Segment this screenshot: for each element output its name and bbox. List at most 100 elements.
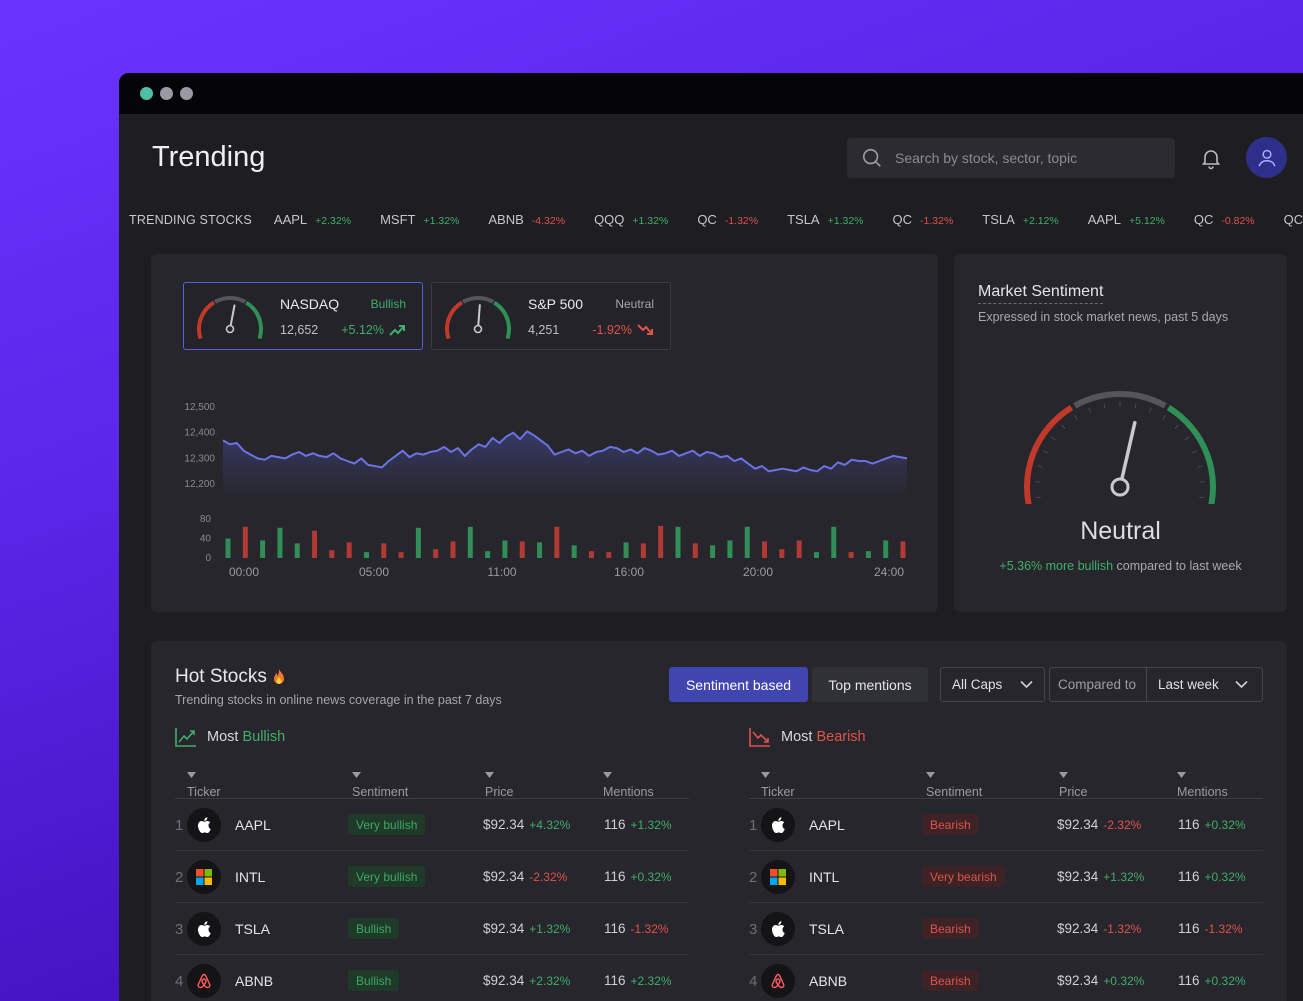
ticker-symbol: TSLA	[787, 212, 820, 227]
table-row[interactable]: 3 TSLA Bullish $92.34 +1.32% 116 -1.32%	[175, 903, 689, 955]
ticker-item[interactable]: TSLA +2.12%	[982, 212, 1058, 227]
price-volume-chart[interactable]: 12,500 12,400 12,300 12,200 80 40 0 00:00 05:00 1…	[151, 254, 938, 612]
ticker-symbol: ABNB	[488, 212, 524, 227]
col-mentions-label: Mentions	[603, 785, 654, 799]
volume-bar	[450, 541, 456, 558]
volume-bar	[312, 530, 318, 558]
gauge-segment	[197, 300, 215, 339]
trend-down-chart-icon	[749, 728, 770, 747]
col-sentiment-label: Sentiment	[352, 785, 409, 799]
gauge-tick	[1037, 465, 1043, 468]
ticker-item[interactable]: AAPL +2.32%	[274, 212, 351, 227]
ticker-item[interactable]: AAPL +5.12%	[1088, 212, 1165, 227]
trend-down-icon	[637, 324, 653, 335]
table-row[interactable]: 3 TSLA Bearish $92.34 -1.32% 116 -1.32%	[749, 903, 1263, 955]
volume-bar	[675, 526, 681, 558]
volume-bar	[883, 540, 889, 558]
compared-to-value: Last week	[1158, 677, 1219, 692]
most-bullish-header: Most Bullish	[175, 725, 689, 749]
x-tick-label: 24:00	[874, 565, 904, 579]
gauge-needle	[1118, 420, 1137, 489]
trending-ticker-strip: TRENDING STOCKS AAPL +2.32% MSFT +1.32% ABNB…	[129, 212, 1303, 228]
index-card-nasdaq[interactable]: NASDAQ Bullish 12,652 +5.12%	[183, 282, 423, 350]
ticker-item[interactable]: QC -1.32%	[697, 212, 758, 227]
col-sentiment[interactable]: Sentiment	[926, 772, 982, 799]
bearish-label: Bearish	[816, 729, 866, 745]
sentiment-based-button[interactable]: Sentiment based	[669, 667, 808, 702]
price-value: $92.34	[1057, 921, 1099, 936]
col-mentions[interactable]: Mentions	[603, 772, 654, 799]
col-price[interactable]: Price	[485, 772, 513, 799]
ticker-change: -0.82%	[1221, 215, 1255, 227]
search-box[interactable]	[847, 138, 1175, 178]
col-mentions[interactable]: Mentions	[1177, 772, 1228, 799]
ticker-change: +1.32%	[423, 215, 460, 227]
row-rank: 3	[749, 921, 758, 938]
chevron-down-icon	[1020, 680, 1033, 689]
ticker-item[interactable]: TSLA +1.32%	[787, 212, 863, 227]
table-row[interactable]: 4 ABNB Bearish $92.34 +0.32% 116 +0.32%	[749, 955, 1263, 1001]
company-logo	[761, 964, 795, 998]
avatar[interactable]	[1246, 137, 1287, 178]
volume-bar	[692, 543, 698, 558]
search-icon	[862, 148, 881, 167]
ticker-symbol: QC	[697, 212, 717, 227]
top-mentions-button[interactable]: Top mentions	[812, 667, 928, 702]
price-value: $92.34	[483, 973, 525, 988]
table-row[interactable]: 2 INTL Very bearish $92.34 +1.32% 116 +0.32%	[749, 851, 1263, 903]
sentiment-state: Neutral	[1080, 517, 1161, 545]
volume-bar	[242, 526, 248, 558]
ticker-item[interactable]: QQQ +1.32%	[594, 212, 668, 227]
most-bearish-table: Most Bearish Ticker Sentiment Price Ment…	[749, 725, 1263, 1001]
col-ticker-label: Ticker	[761, 785, 795, 799]
table-row[interactable]: 1 AAPL Very bullish $92.34 +4.32% 116 +1.32%	[175, 799, 689, 851]
sentiment-badge: Bearish	[922, 918, 979, 939]
window-dot-gray[interactable]	[160, 87, 173, 100]
price-value: $92.34	[483, 921, 525, 936]
volume-bar	[848, 552, 854, 558]
sentiment-badge: Very bullish	[348, 866, 426, 887]
col-ticker[interactable]: Ticker	[761, 772, 795, 799]
ticker-symbol: QC	[892, 212, 913, 227]
gauge-tick	[1192, 450, 1198, 454]
row-price: $92.34 +1.32%	[1057, 869, 1144, 884]
ticker-item[interactable]: ABNB -4.32%	[488, 212, 565, 227]
x-tick-label: 16:00	[614, 565, 644, 579]
table-row[interactable]: 1 AAPL Bearish $92.34 -2.32% 116 +0.32%	[749, 799, 1263, 851]
window-dot-gray-2[interactable]	[180, 87, 193, 100]
x-tick-label: 11:00	[487, 565, 516, 579]
row-price: $92.34 -1.32%	[1057, 921, 1141, 936]
ticker-item[interactable]: QC -1.32%	[893, 212, 954, 227]
table-row[interactable]: 2 INTL Very bullish $92.34 -2.32% 116 +0.32%	[175, 851, 689, 903]
index-name: S&P 500	[528, 296, 584, 312]
most-bearish-label: Most Bearish	[781, 729, 866, 745]
sort-caret-icon	[603, 772, 612, 778]
price-value: $92.34	[1057, 869, 1099, 884]
price-change: +0.32%	[1103, 974, 1145, 988]
col-price[interactable]: Price	[1059, 772, 1087, 799]
index-card-sp500[interactable]: S&P 500 Neutral 4,251 -1.92%	[431, 282, 671, 350]
gauge-tick	[1174, 424, 1179, 430]
col-ticker[interactable]: Ticker	[187, 772, 221, 799]
compared-to-dropdown[interactable]: Compared to Last week	[1049, 667, 1263, 702]
hot-stocks-title: Hot Stocks	[175, 666, 287, 688]
search-input[interactable]	[895, 150, 1165, 166]
ticker-item[interactable]: QC -0.82%	[1194, 212, 1255, 227]
row-rank: 1	[749, 817, 758, 834]
ticker-item[interactable]: MSFT +1.32%	[380, 212, 459, 227]
ticker-item[interactable]: QC	[1284, 212, 1303, 227]
bell-icon[interactable]	[1199, 146, 1223, 170]
volume-bar	[346, 542, 352, 558]
window-dot-green[interactable]	[140, 87, 153, 100]
row-ticker: ABNB	[235, 973, 274, 989]
caps-dropdown[interactable]: All Caps	[940, 667, 1045, 702]
row-ticker: ABNB	[809, 973, 848, 989]
table-row[interactable]: 4 ABNB Bullish $92.34 +2.32% 116 +2.32%	[175, 955, 689, 1001]
volume-bar	[225, 538, 231, 558]
gauge-segment	[1073, 391, 1167, 409]
col-sentiment[interactable]: Sentiment	[352, 772, 408, 799]
mentions-change: +2.32%	[630, 974, 672, 988]
ticker-symbol: QQQ	[594, 212, 625, 227]
market-sentiment-panel: Market Sentiment Expressed in stock mark…	[954, 254, 1287, 612]
mentions-value: 116	[1178, 817, 1200, 832]
